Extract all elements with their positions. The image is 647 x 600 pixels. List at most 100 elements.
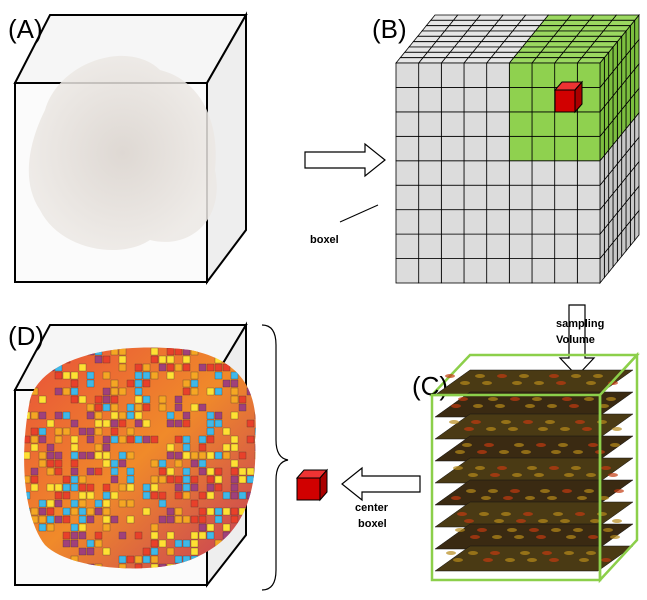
surface-cell [55, 452, 62, 459]
surface-cell [151, 492, 158, 499]
surface-cell [151, 356, 158, 363]
signal [481, 496, 491, 500]
signal [468, 473, 478, 477]
surface-cell [87, 380, 94, 387]
surface-cell [183, 388, 190, 395]
surface-cell [175, 420, 182, 427]
signal [575, 512, 585, 516]
boxel [577, 234, 600, 258]
surface-cell [31, 508, 38, 515]
surface-cell [111, 468, 118, 475]
boxel [487, 210, 510, 234]
surface-cell [151, 532, 158, 539]
surface-cell [151, 348, 158, 355]
signal [564, 473, 574, 477]
annotation-line: sampling [556, 318, 604, 330]
surface-cell [239, 492, 246, 499]
signal [527, 466, 537, 470]
signal [488, 489, 498, 493]
signal [475, 374, 485, 378]
signal [468, 551, 478, 555]
surface-cell [135, 556, 142, 563]
signal [534, 381, 544, 385]
surface-cell [151, 556, 158, 563]
surface-cell [111, 380, 118, 387]
surface-cell [167, 476, 174, 483]
surface-cell [135, 532, 142, 539]
signal [612, 427, 622, 431]
surface-cell [79, 364, 86, 371]
boxel [577, 136, 600, 160]
surface-cell [55, 436, 62, 443]
signal [470, 535, 480, 539]
boxel [487, 185, 510, 209]
boxel [396, 259, 419, 283]
surface-cell [191, 476, 198, 483]
signal [471, 420, 481, 424]
boxel [419, 87, 442, 111]
surface-cell [175, 364, 182, 371]
surface-cell [207, 428, 214, 435]
boxel [464, 161, 487, 185]
surface-cell [47, 460, 54, 467]
surface-cell [63, 492, 70, 499]
surface-cell [103, 548, 110, 555]
surface-cell [31, 412, 38, 419]
boxel [577, 259, 600, 283]
surface-cell [39, 452, 46, 459]
boxel [464, 87, 487, 111]
surface-cell [127, 500, 134, 507]
surface-cell [231, 492, 238, 499]
surface-cell [79, 516, 86, 523]
surface-cell [143, 420, 150, 427]
signal [540, 489, 550, 493]
surface-cell [207, 452, 214, 459]
surface-cell [175, 556, 182, 563]
surface-cell [151, 548, 158, 555]
surface-cell [55, 388, 62, 395]
surface-cell [215, 508, 222, 515]
surface-cell [23, 356, 30, 363]
surface-cell [31, 436, 38, 443]
surface-cell [191, 372, 198, 379]
signal [490, 473, 500, 477]
surface-cell [215, 516, 222, 523]
surface-cell [247, 380, 254, 387]
signal [495, 404, 505, 408]
surface-cell [207, 508, 214, 515]
slice [435, 524, 633, 549]
signal [473, 404, 483, 408]
surface-cell [255, 524, 262, 531]
surface-cell [199, 492, 206, 499]
signal [464, 519, 474, 523]
surface-cell [79, 532, 86, 539]
signal [590, 519, 600, 523]
boxel [396, 234, 419, 258]
signal [510, 489, 520, 493]
surface-cell [247, 388, 254, 395]
surface-cell [207, 532, 214, 539]
surface-cell [63, 540, 70, 547]
surface-cell [143, 484, 150, 491]
surface-cell [207, 420, 214, 427]
boxel [577, 210, 600, 234]
surface-cell [239, 396, 246, 403]
surface-cell [39, 460, 46, 467]
panel-b: (B) [372, 14, 639, 283]
surface-cell [175, 476, 182, 483]
signal [610, 535, 620, 539]
surface-cell [119, 356, 126, 363]
boxel [441, 87, 464, 111]
surface-cell [247, 556, 254, 563]
surface-cell [95, 396, 102, 403]
surface-cell [183, 492, 190, 499]
surface-cell [111, 420, 118, 427]
surface-cell [87, 516, 94, 523]
signal [571, 466, 581, 470]
boxel-top [396, 58, 423, 63]
surface-cell [215, 468, 222, 475]
signal [519, 374, 529, 378]
signal [588, 535, 598, 539]
surface-cell [255, 412, 262, 419]
signal [577, 496, 587, 500]
